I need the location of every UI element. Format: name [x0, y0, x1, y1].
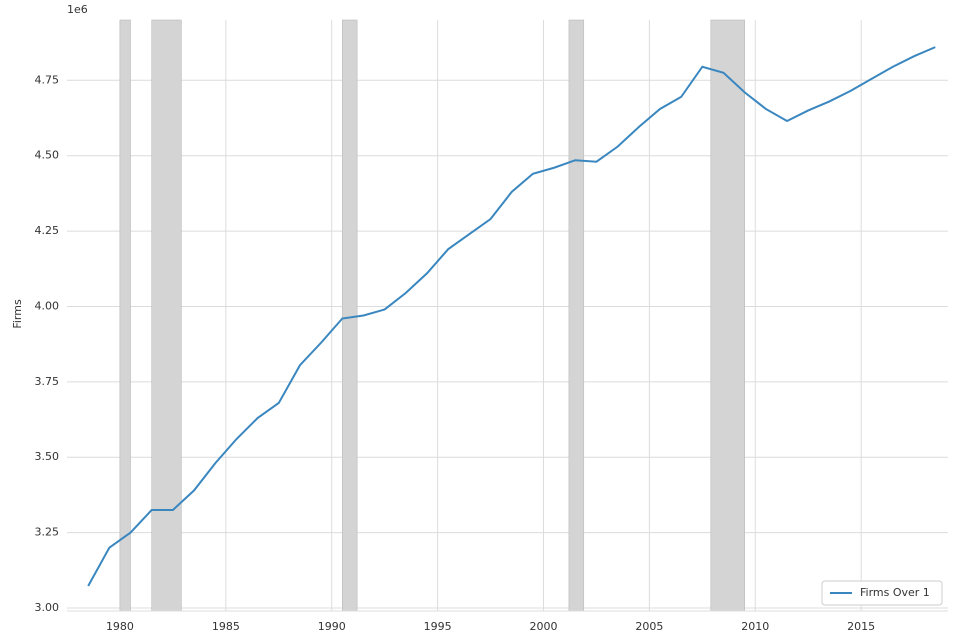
shaded-span [568, 19, 585, 612]
legend-box [821, 580, 943, 606]
x-tick-label: 1990 [318, 620, 346, 633]
x-tick-label: 1995 [424, 620, 452, 633]
offset-label: 1e6 [67, 3, 88, 16]
x-tick-label: 1985 [212, 620, 240, 633]
x-tick-label: 1980 [106, 620, 134, 633]
legend-label: Firms Over 1 [860, 586, 930, 599]
y-tick-label: 4.75 [35, 73, 60, 86]
x-tick-label: 2015 [847, 620, 875, 633]
shaded-span [119, 19, 131, 612]
shaded-span [342, 19, 358, 612]
series-line [87, 46, 936, 587]
y-tick-label: 3.75 [35, 375, 60, 388]
legend: Firms Over 1 [821, 580, 943, 606]
y-tick-label: 4.50 [35, 149, 60, 162]
y-tick-label: 3.50 [35, 450, 60, 463]
x-tick-label: 2010 [741, 620, 769, 633]
y-tick-label: 3.00 [35, 601, 60, 614]
x-tick-label: 2005 [635, 620, 663, 633]
shaded-span [151, 19, 182, 612]
y-axis-label: Firms [11, 299, 24, 329]
y-tick-label: 4.00 [35, 299, 60, 312]
y-tick-label: 4.25 [35, 224, 60, 237]
shaded-span [710, 19, 745, 612]
y-tick-label: 3.25 [35, 526, 60, 539]
x-tick-label: 2000 [530, 620, 558, 633]
